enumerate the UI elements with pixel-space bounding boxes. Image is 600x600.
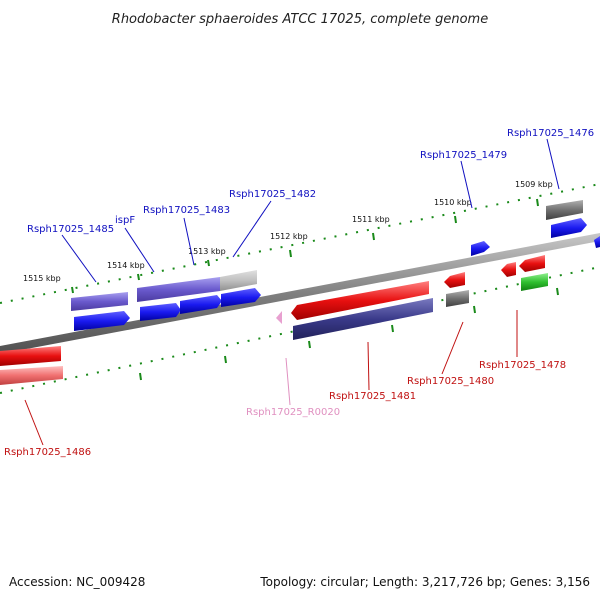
page-title: Rhodobacter sphaeroides ATCC 17025, comp…: [112, 12, 488, 27]
gene-bar[interactable]: [546, 200, 583, 220]
kbp-label: 1509 kbp: [515, 180, 553, 189]
gene-bar[interactable]: [71, 292, 128, 311]
gene-bar[interactable]: [293, 298, 433, 340]
gene-arrow[interactable]: [180, 295, 222, 314]
gene-label[interactable]: Rsph17025_1479: [420, 150, 507, 161]
gene-arrow[interactable]: [501, 262, 516, 277]
kbp-label: 1510 kbp: [434, 198, 472, 207]
genome-backbone: [0, 233, 600, 354]
gene-arrow[interactable]: [551, 218, 587, 238]
gene-arrow[interactable]: [471, 241, 490, 256]
gene-arrow[interactable]: [291, 281, 429, 320]
inner-tick-track: [0, 266, 600, 394]
kbp-label: 1514 kbp: [107, 261, 145, 270]
gene-label[interactable]: Rsph17025_1482: [229, 189, 316, 200]
rna-gene-marker[interactable]: [276, 311, 282, 324]
forward-gene-row: [74, 218, 587, 331]
gene-bar[interactable]: [521, 273, 548, 291]
gene-arrow-partial[interactable]: [594, 236, 600, 248]
major-tick: [308, 340, 311, 349]
major-tick: [71, 286, 74, 294]
forward-cog-row: [71, 270, 257, 311]
accession-text: Accession: NC_009428: [9, 575, 145, 589]
major-tick: [207, 259, 210, 267]
major-tick: [536, 198, 539, 207]
reverse-cog-row: [0, 273, 548, 385]
gene-label[interactable]: Rsph17025_1476: [507, 128, 594, 139]
major-tick: [556, 287, 559, 296]
gene-label[interactable]: Rsph17025_1483: [143, 205, 230, 216]
reverse-gene-row: [0, 255, 545, 366]
major-tick: [137, 273, 140, 281]
gene-arrow[interactable]: [444, 272, 465, 288]
gene-arrow[interactable]: [0, 346, 61, 366]
gene-label[interactable]: Rsph17025_1486: [4, 447, 91, 458]
gene-label[interactable]: Rsph17025_1478: [479, 360, 566, 371]
outer-tick-track: [0, 183, 600, 304]
major-tick: [139, 372, 142, 381]
gene-label[interactable]: Rsph17025_R0020: [246, 407, 340, 418]
forward-gene-labels: Rsph17025_1485 ispF Rsph17025_1483 Rsph1…: [27, 128, 594, 283]
kbp-label: 1511 kbp: [352, 215, 390, 224]
gene-arrow[interactable]: [74, 311, 130, 331]
gene-arrow[interactable]: [140, 303, 181, 321]
major-tick: [473, 305, 476, 314]
kbp-label: 1512 kbp: [270, 232, 308, 241]
major-tick: [224, 355, 227, 364]
gene-arrow[interactable]: [221, 288, 261, 307]
gene-bar[interactable]: [0, 366, 63, 385]
gene-label[interactable]: Rsph17025_1481: [329, 391, 416, 402]
reverse-gene-labels: Rsph17025_1486 Rsph17025_R0020 Rsph17025…: [4, 310, 566, 458]
major-tick: [454, 215, 457, 224]
kbp-label: 1515 kbp: [23, 274, 61, 283]
gene-bar[interactable]: [220, 270, 257, 291]
gene-label[interactable]: ispF: [115, 215, 135, 226]
kbp-label: 1513 kbp: [188, 247, 226, 256]
major-tick: [289, 249, 292, 258]
major-tick: [372, 232, 375, 241]
gene-label[interactable]: Rsph17025_1480: [407, 376, 494, 387]
major-tick: [391, 324, 394, 333]
genome-summary-text: Topology: circular; Length: 3,217,726 bp…: [259, 575, 590, 589]
scale-labels: 1515 kbp 1514 kbp 1513 kbp 1512 kbp 1511…: [23, 180, 553, 283]
gene-label[interactable]: Rsph17025_1485: [27, 224, 114, 235]
gene-bar[interactable]: [446, 290, 469, 307]
gene-arrow[interactable]: [519, 255, 545, 272]
gene-bar[interactable]: [137, 277, 220, 302]
